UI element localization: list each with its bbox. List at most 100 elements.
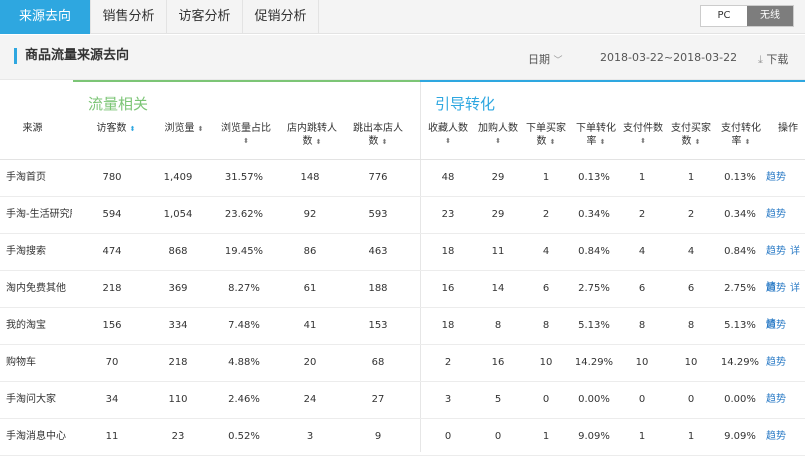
cell-buyers: 1	[542, 172, 550, 183]
traffic-group-line	[73, 80, 420, 82]
cell-view-share: 0.52%	[228, 431, 260, 442]
cell-action: 趋势	[766, 345, 790, 381]
cell-visitors: 156	[102, 320, 122, 331]
tab-sales-analysis[interactable]: 销售分析	[91, 0, 167, 34]
group-divider	[420, 82, 421, 452]
cell-paid-items: 1	[638, 172, 646, 183]
tab-source-destination[interactable]: 来源去向	[0, 0, 91, 34]
cell-visitors: 218	[102, 283, 122, 294]
trend-link[interactable]: 趋势	[766, 320, 786, 331]
col-pay-conv[interactable]: 支付转化 率 ⬍	[716, 122, 766, 149]
cell-in-store-jump: 3	[306, 431, 314, 442]
cell-order-conv: 9.09%	[578, 431, 610, 442]
sort-icon[interactable]: ⬍	[315, 138, 322, 146]
cell-source: 手淘首页	[6, 172, 46, 183]
sort-icon[interactable]: ⬍	[495, 137, 501, 145]
col-visitors[interactable]: 访客数 ⬍	[86, 122, 146, 136]
trend-link[interactable]: 趋势	[766, 357, 786, 368]
cell-paid-buyers: 0	[687, 394, 695, 405]
sort-icon[interactable]: ⬍	[197, 125, 204, 133]
col-exit-label-1: 跳出本店人	[353, 123, 403, 134]
download-button[interactable]: ⤓ 下载	[758, 51, 788, 67]
col-views-label: 浏览量	[164, 123, 195, 134]
cell-paid-buyers: 1	[687, 172, 695, 183]
trend-link[interactable]: 趋势	[766, 246, 786, 257]
cell-views: 110	[168, 394, 188, 405]
cell-paid-buyers: 2	[687, 209, 695, 220]
cell-view-share: 23.62%	[224, 209, 264, 220]
sort-icon[interactable]: ⬍	[381, 138, 388, 146]
col-view-share-label: 浏览量占比	[221, 123, 271, 134]
cell-order-conv: 0.00%	[578, 394, 610, 405]
date-range[interactable]: 2018-03-22~2018-03-22	[600, 51, 738, 64]
cell-favorites: 18	[441, 246, 455, 257]
date-label: 日期	[528, 53, 550, 66]
cell-views: 369	[168, 283, 188, 294]
col-exit[interactable]: 跳出本店人 数 ⬍	[346, 122, 410, 149]
col-view-share[interactable]: 浏览量占比 ⬍	[214, 122, 278, 148]
cell-source: 手淘搜索	[6, 246, 46, 257]
col-cart-label: 加购人数	[478, 123, 518, 134]
cell-favorites: 48	[441, 172, 455, 183]
col-pay-conv-label-2: 率	[731, 136, 742, 147]
sort-icon[interactable]: ⬍	[243, 137, 249, 145]
pc-toggle-button[interactable]: PC	[717, 10, 731, 21]
cell-cart: 29	[491, 209, 505, 220]
col-paid-items[interactable]: 支付件数 ⬍	[618, 122, 668, 148]
cell-action: 趋势	[766, 382, 790, 418]
col-paid-buyers-label-1: 支付买家	[671, 123, 711, 134]
cell-in-store-jump: 148	[300, 172, 320, 183]
trend-link[interactable]: 趋势	[766, 209, 786, 220]
cell-action: 趋势	[766, 160, 790, 196]
table-row: 我的淘宝 156 334 7.48% 41 153 18 8 8 5.13% 8 8 5.13% 趋势	[0, 308, 805, 345]
col-paid-buyers[interactable]: 支付买家 数 ⬍	[666, 122, 716, 149]
cell-view-share: 7.48%	[228, 320, 260, 331]
sort-icon[interactable]: ⬍	[599, 138, 606, 146]
tab-visitor-analysis[interactable]: 访客分析	[167, 0, 243, 34]
cell-paid-items: 10	[635, 357, 649, 368]
traffic-group-title: 流量相关	[88, 95, 149, 113]
section-title: 商品流量来源去向	[14, 48, 129, 64]
cell-paid-buyers: 1	[687, 431, 695, 442]
col-views[interactable]: 浏览量 ⬍	[154, 122, 214, 136]
col-favorites[interactable]: 收藏人数 ⬍	[422, 122, 474, 148]
cell-source: 手淘消息中心	[6, 431, 66, 442]
cell-order-conv: 14.29%	[574, 357, 614, 368]
sort-icon[interactable]: ⬍	[445, 137, 451, 145]
cell-buyers: 1	[542, 431, 550, 442]
col-paid-items-label: 支付件数	[623, 123, 663, 134]
cell-order-conv: 0.84%	[578, 246, 610, 257]
cell-exit: 153	[368, 320, 388, 331]
trend-link[interactable]: 趋势	[766, 431, 786, 442]
cell-order-conv: 0.13%	[578, 172, 610, 183]
cell-cart: 14	[491, 283, 505, 294]
cell-action: 趋势 详情	[766, 271, 805, 330]
sort-icon[interactable]: ⬍	[640, 137, 646, 145]
col-order-conv[interactable]: 下单转化 率 ⬍	[570, 122, 622, 149]
detail-link[interactable]: 详情	[766, 246, 800, 293]
trend-link[interactable]: 趋势	[766, 172, 786, 183]
cell-views: 868	[168, 246, 188, 257]
sort-icon[interactable]: ⬍	[694, 138, 701, 146]
sort-icon[interactable]: ⬍	[129, 125, 136, 133]
cell-paid-buyers: 4	[687, 246, 695, 257]
trend-link[interactable]: 趋势	[766, 394, 786, 405]
conversion-group-title: 引导转化	[435, 95, 496, 113]
col-buyers[interactable]: 下单买家 数 ⬍	[522, 122, 570, 149]
table-row: 手淘搜索 474 868 19.45% 86 463 18 11 4 0.84% 4 4 0.84% 趋势…	[0, 234, 805, 293]
cell-view-share: 8.27%	[228, 283, 260, 294]
sort-icon[interactable]: ⬍	[549, 138, 556, 146]
detail-link[interactable]: 详情	[766, 283, 800, 330]
wireless-toggle-button[interactable]: 无线	[747, 6, 793, 26]
col-visitors-label: 访客数	[96, 123, 127, 134]
trend-link[interactable]: 趋势	[766, 283, 786, 294]
sort-icon[interactable]: ⬍	[744, 138, 751, 146]
cell-action: 趋势	[766, 197, 790, 233]
cell-buyers: 8	[542, 320, 550, 331]
date-dropdown[interactable]: 日期 ﹀	[528, 51, 563, 67]
cell-exit: 463	[368, 246, 388, 257]
col-in-store-jump[interactable]: 店内跳转人 数 ⬍	[280, 122, 344, 149]
tab-promotion-analysis[interactable]: 促销分析	[243, 0, 319, 34]
cell-order-conv: 0.34%	[578, 209, 610, 220]
col-cart[interactable]: 加购人数 ⬍	[472, 122, 524, 148]
